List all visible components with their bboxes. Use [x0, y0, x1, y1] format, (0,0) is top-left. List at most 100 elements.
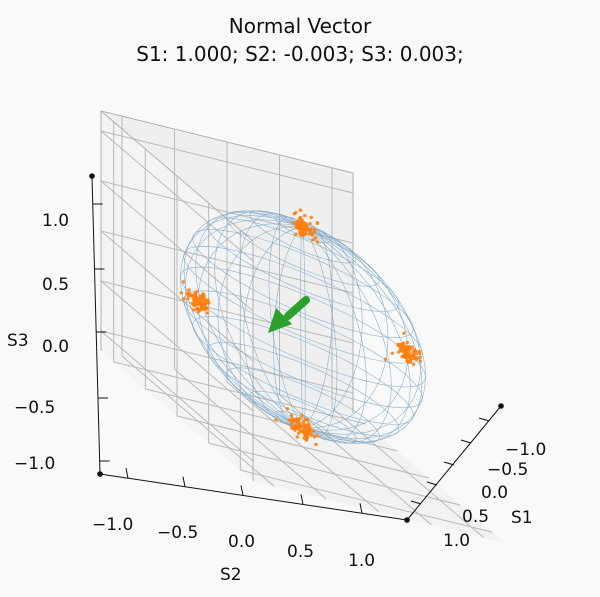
data-point: [291, 221, 295, 225]
data-point: [205, 306, 209, 310]
data-point: [418, 355, 422, 360]
data-point: [390, 351, 394, 355]
s2-axis-label: S2: [220, 565, 242, 585]
grid-line: [100, 180, 254, 312]
axis-end-dot: [97, 471, 103, 477]
data-point: [300, 229, 304, 234]
data-point: [309, 232, 314, 236]
s1-tick-mark: [410, 500, 422, 505]
grid-line: [208, 442, 461, 506]
sphere-meridian: [302, 226, 363, 428]
data-point: [303, 213, 307, 218]
data-point: [300, 414, 304, 418]
sphere-meridian: [183, 211, 304, 428]
sphere-meridian: [184, 219, 304, 428]
axis-lines: [89, 173, 504, 523]
data-point: [299, 219, 303, 223]
data-point: [304, 432, 308, 437]
sphere-meridian: [302, 226, 367, 441]
s1-axis-line: [406, 405, 502, 521]
s2-tick-label: 1.0: [348, 551, 375, 571]
data-point: [412, 348, 416, 352]
data-point: [301, 424, 305, 428]
data-point: [309, 227, 313, 232]
data-point: [179, 291, 183, 295]
s1-tick-mark: [478, 417, 490, 422]
data-point: [186, 297, 190, 301]
data-point: [200, 300, 204, 304]
s1-axis-label: S1: [511, 508, 533, 528]
data-point: [312, 435, 317, 439]
data-point: [298, 416, 302, 421]
data-point: [202, 297, 206, 301]
data-point: [411, 353, 416, 358]
grid-line: [100, 130, 254, 262]
data-point: [308, 222, 312, 226]
scatter-points: [179, 208, 423, 447]
axis-end-dot: [89, 173, 95, 179]
grid-line: [331, 407, 485, 539]
data-point: [406, 352, 410, 357]
data-point: [411, 357, 416, 361]
data-point: [205, 311, 209, 315]
data-point: [293, 418, 298, 423]
data-point: [305, 417, 309, 421]
chart-title: Normal Vector: [229, 14, 372, 38]
data-point: [401, 349, 405, 354]
data-point: [403, 344, 407, 348]
s3-tick-label: 0.0: [42, 337, 69, 357]
data-point: [411, 362, 416, 366]
sphere-meridian: [302, 226, 389, 428]
data-point: [408, 358, 413, 362]
data-point: [187, 288, 191, 292]
data-point: [181, 280, 186, 284]
s1-tick-mark: [426, 481, 438, 486]
data-point: [289, 422, 294, 426]
s2-tick-mark: [182, 476, 186, 487]
s1-tick-label: −0.5: [487, 460, 528, 480]
s3-tick-label: 1.0: [42, 211, 69, 231]
data-point: [203, 301, 208, 305]
data-point: [194, 296, 198, 301]
sphere-meridian: [302, 226, 411, 444]
data-point: [315, 221, 320, 225]
data-point: [301, 420, 306, 424]
data-point: [304, 224, 308, 228]
s3-tick-label: −0.5: [14, 398, 55, 418]
s2-tick-mark: [359, 503, 363, 514]
data-point: [312, 227, 317, 231]
data-point: [315, 433, 319, 438]
s2-axis-line: [99, 473, 408, 521]
data-point: [295, 225, 299, 230]
data-point: [301, 222, 305, 226]
grid-line: [100, 130, 354, 194]
data-point: [290, 416, 294, 421]
data-point: [300, 233, 305, 237]
data-point: [298, 215, 303, 220]
data-point: [274, 418, 278, 422]
data-point: [199, 304, 203, 308]
data-point: [312, 230, 317, 234]
data-point: [299, 428, 304, 432]
data-point: [303, 229, 307, 234]
data-point: [202, 295, 206, 299]
data-point: [383, 357, 388, 361]
sphere-meridian: [195, 210, 304, 428]
data-point: [305, 227, 310, 232]
data-point: [298, 421, 302, 426]
data-point: [185, 291, 189, 296]
s1-tick-label: 0.0: [481, 483, 508, 503]
data-point: [397, 350, 401, 354]
data-point: [309, 215, 313, 220]
axis-end-dot: [404, 517, 410, 523]
data-point: [314, 442, 318, 447]
data-point: [294, 232, 298, 236]
data-point: [191, 308, 196, 312]
data-point: [305, 435, 310, 440]
sphere-meridian: [302, 226, 338, 438]
s2-tick-label: 0.0: [228, 532, 255, 552]
sphere-meridian: [243, 226, 304, 428]
data-point: [297, 431, 301, 435]
